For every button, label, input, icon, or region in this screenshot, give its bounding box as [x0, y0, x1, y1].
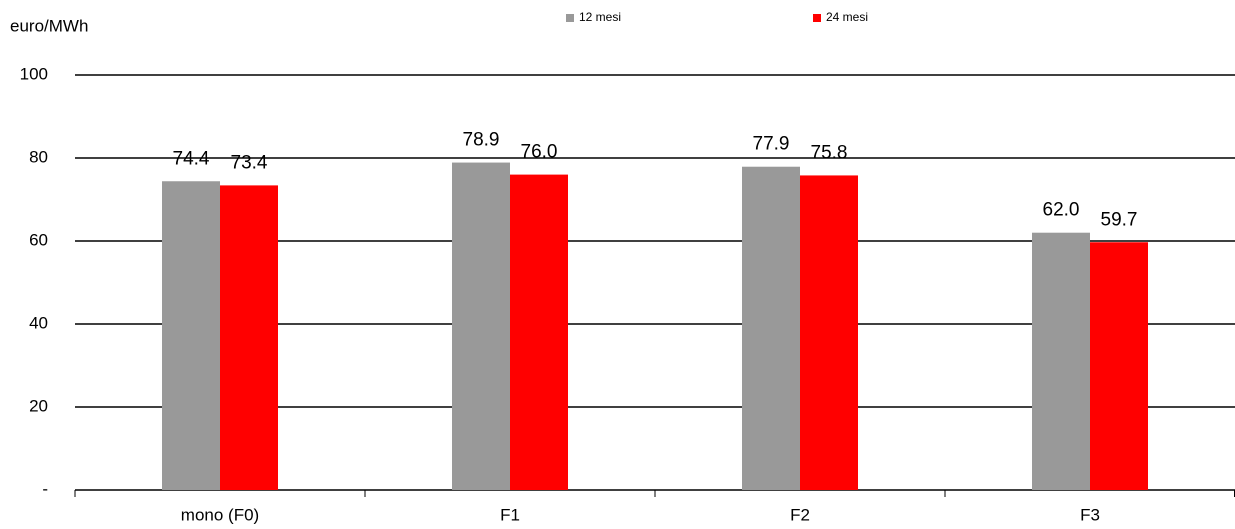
y-axis-label: euro/MWh [10, 16, 88, 35]
value-label: 75.8 [811, 142, 848, 163]
bar [1090, 242, 1148, 490]
value-label: 76.0 [521, 142, 558, 163]
bar [220, 185, 278, 490]
x-tick-label: F1 [500, 505, 520, 524]
bar [452, 162, 510, 490]
y-tick-label: 60 [29, 230, 48, 249]
x-tick-label: F3 [1080, 505, 1100, 524]
y-tick-label: - [42, 479, 48, 498]
value-label: 59.7 [1101, 209, 1138, 230]
y-tick-label: 40 [29, 313, 48, 332]
value-label: 62.0 [1043, 200, 1080, 221]
value-label: 78.9 [463, 130, 500, 151]
bar [510, 174, 568, 490]
value-label: 74.4 [173, 148, 210, 169]
bar [1032, 232, 1090, 490]
x-tick-label: F2 [790, 505, 810, 524]
value-label: 73.4 [231, 152, 268, 173]
y-tick-label: 80 [29, 147, 48, 166]
bar [162, 181, 220, 491]
bar [800, 175, 858, 490]
value-label: 77.9 [753, 134, 790, 155]
legend-swatch [566, 14, 574, 22]
y-tick-label: 100 [20, 64, 48, 83]
legend-label: 24 mesi [826, 10, 868, 24]
bar [742, 166, 800, 490]
legend-swatch [813, 14, 821, 22]
legend-label: 12 mesi [579, 10, 621, 24]
y-tick-label: 20 [29, 396, 48, 415]
x-tick-label: mono (F0) [181, 505, 259, 524]
